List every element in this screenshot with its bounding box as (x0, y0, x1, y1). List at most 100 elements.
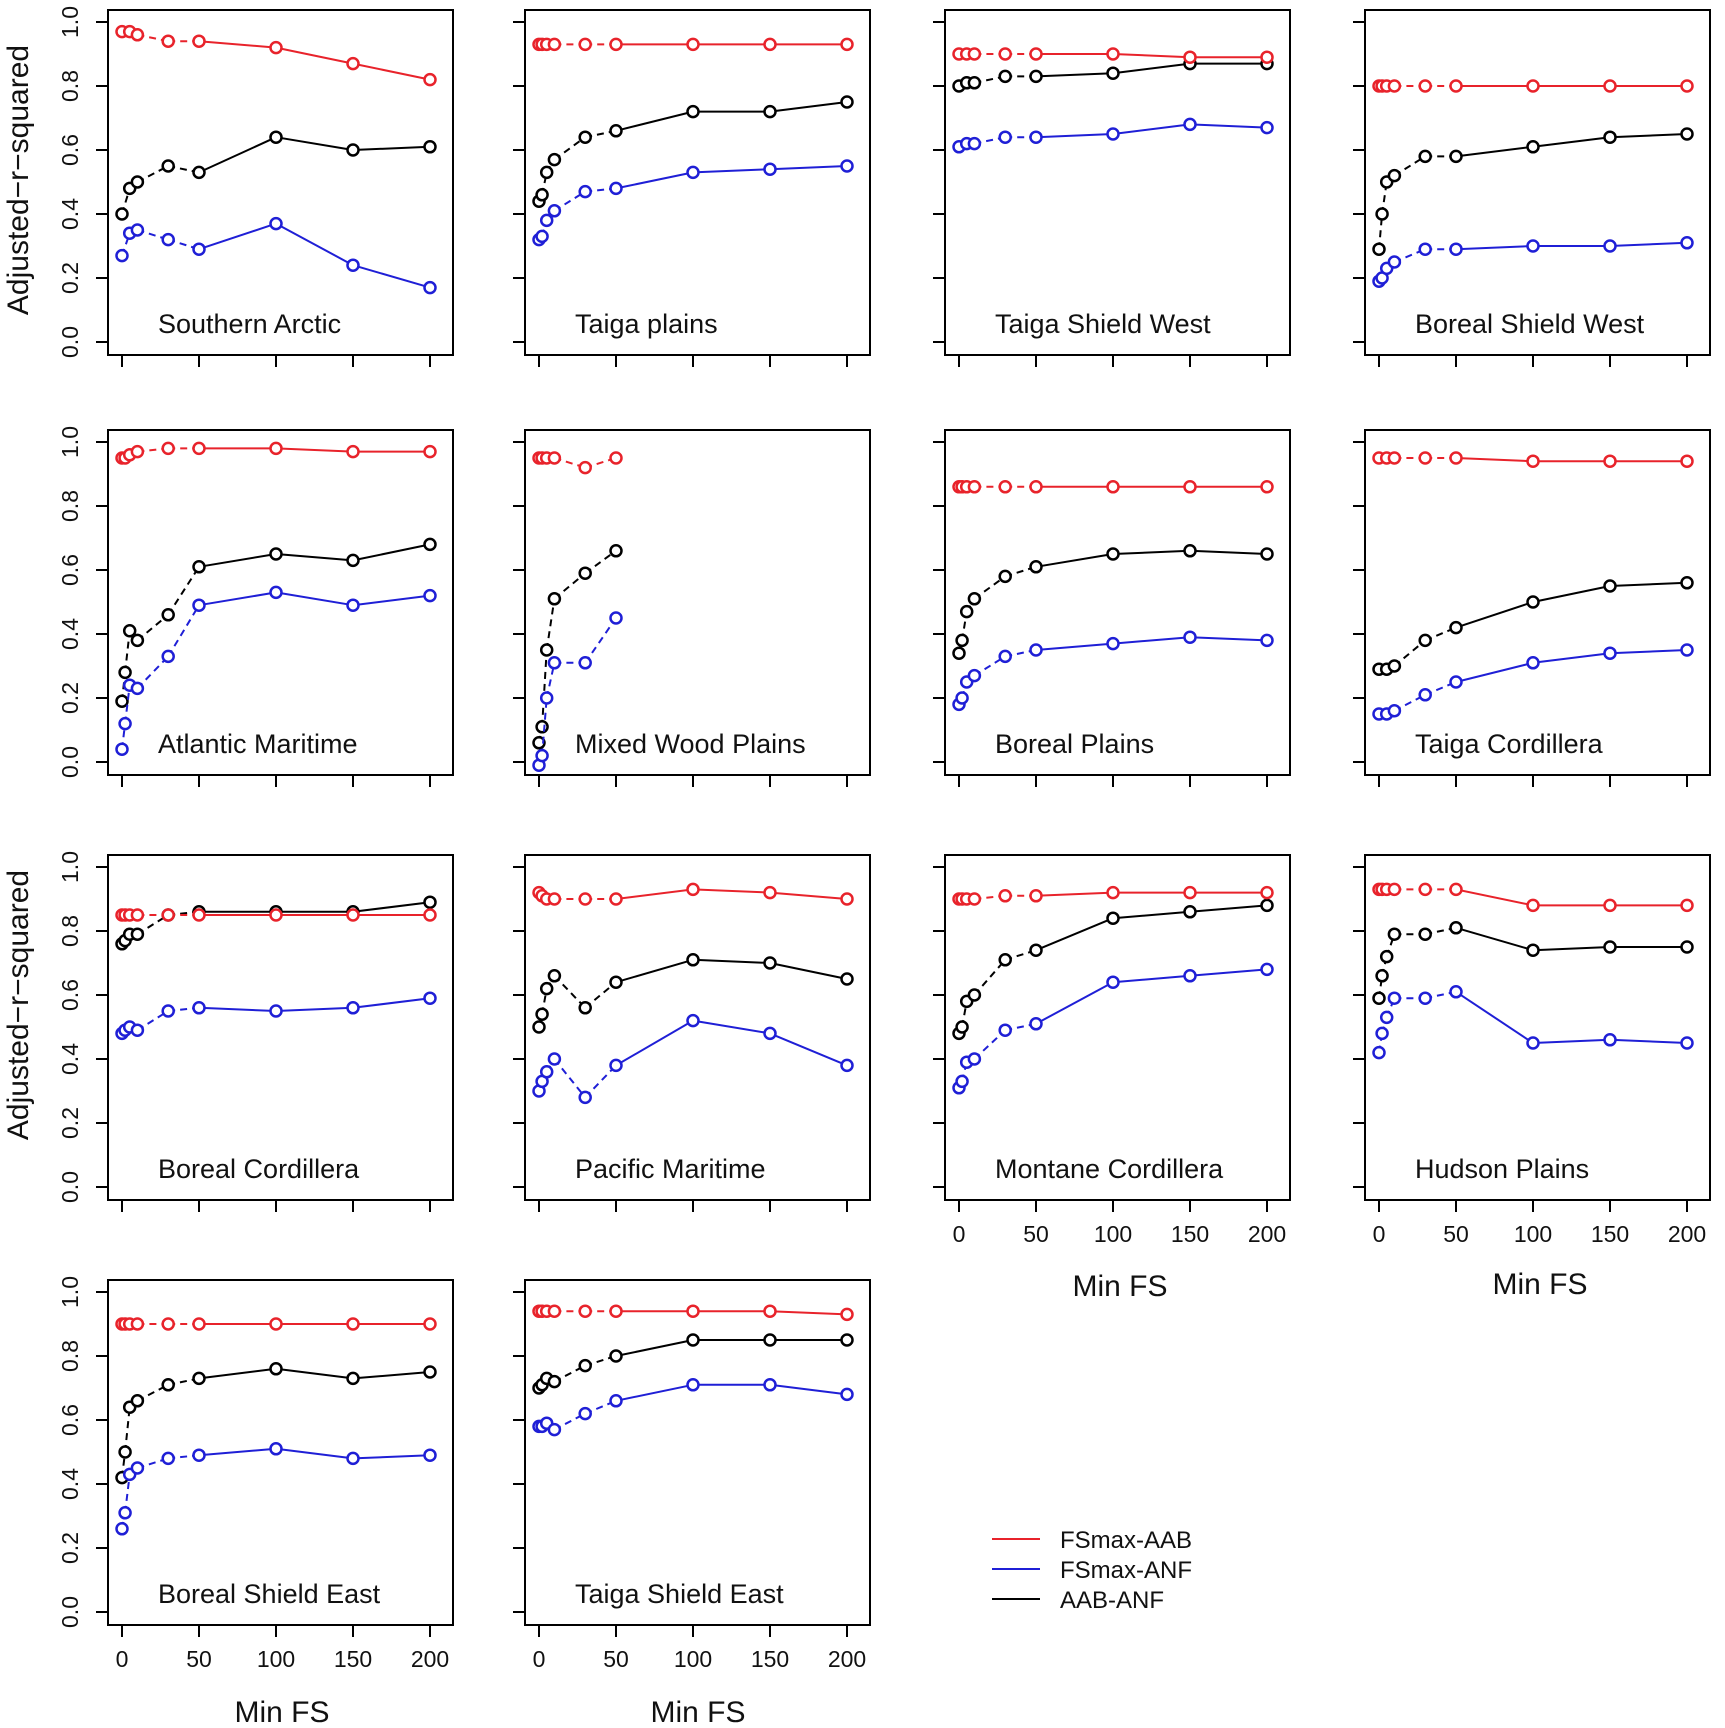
y-tick-label: 1.0 (57, 1276, 83, 1308)
x-tick-label: 0 (1373, 1221, 1386, 1247)
series-segment-fsmax-anf (198, 1447, 277, 1457)
point-fsmax-aab (423, 1317, 437, 1331)
panel-frame (1364, 854, 1711, 1201)
point-aab-anf (115, 207, 129, 221)
point-fsmax-aab (840, 37, 854, 52)
point-fsmax-aab (1183, 480, 1197, 494)
series-segment-aab-anf (1035, 553, 1114, 568)
point-fsmax-anf (763, 1026, 777, 1041)
point-aab-anf (130, 1394, 145, 1408)
point-aab-anf (840, 95, 854, 109)
point-fsmax-aab (161, 908, 175, 922)
point-fsmax-anf (609, 611, 623, 625)
point-fsmax-aab (1526, 79, 1540, 93)
point-aab-anf (1680, 940, 1694, 954)
point-fsmax-aab (269, 441, 283, 456)
point-fsmax-anf (1106, 636, 1120, 651)
point-fsmax-anf (192, 1448, 206, 1462)
series-segment-fsmax-anf (541, 697, 548, 756)
panel-grid: 0.0 0.2 0.4 0.6 0.8 1.0 Southern Arctic Taiga p… (57, 6, 1711, 1672)
region-label: Atlantic Maritime (158, 729, 358, 759)
series-segment-aab-anf (167, 566, 200, 616)
point-fsmax-anf (1449, 985, 1463, 999)
point-fsmax-anf (547, 204, 562, 218)
point-aab-anf (1418, 927, 1432, 941)
point-aab-anf (1260, 547, 1274, 561)
legend-label-fsmax-anf: FSmax-ANF (1060, 1557, 1192, 1584)
series-segment-fsmax-anf (1035, 133, 1114, 139)
panel-frame (107, 9, 454, 356)
series-segment-fsmax-anf (1189, 123, 1268, 129)
point-aab-anf (346, 553, 360, 568)
point-aab-anf (547, 969, 562, 983)
point-fsmax-anf (161, 649, 175, 664)
x-tick-label: 150 (1171, 1221, 1209, 1247)
point-fsmax-aab (1526, 454, 1540, 468)
y-tick-label: 0.6 (57, 979, 83, 1011)
point-aab-anf (1029, 943, 1043, 957)
point-aab-anf (1372, 242, 1386, 256)
point-aab-anf (998, 69, 1012, 84)
point-aab-anf (578, 566, 592, 580)
point-fsmax-aab (130, 1317, 145, 1331)
y-axis-title-row3: Adjusted−r−squared (2, 870, 35, 1140)
point-fsmax-anf (1183, 969, 1197, 983)
point-fsmax-anf (539, 1065, 554, 1079)
legend-label-aab-anf: AAB-ANF (1060, 1587, 1164, 1614)
point-aab-anf (1526, 140, 1540, 154)
series-segment-fsmax-anf (584, 1064, 617, 1099)
point-fsmax-anf (346, 598, 360, 612)
point-aab-anf (547, 152, 562, 167)
point-aab-anf (967, 592, 982, 606)
series-segment-fsmax-anf (769, 1383, 848, 1396)
x-tick-label: 100 (257, 1646, 295, 1672)
series-segment-fsmax-anf (1189, 968, 1268, 977)
point-fsmax-aab (967, 47, 982, 61)
point-aab-anf (1526, 943, 1540, 957)
point-fsmax-aab (161, 441, 175, 456)
point-fsmax-anf (192, 598, 206, 612)
point-fsmax-anf (423, 280, 437, 295)
point-aab-anf (952, 646, 966, 660)
region-label: Taiga Shield East (575, 1579, 784, 1609)
point-fsmax-anf (1260, 633, 1274, 648)
point-fsmax-anf (686, 1378, 700, 1392)
point-fsmax-anf (1526, 656, 1540, 670)
series-segment-fsmax-anf (167, 604, 200, 657)
point-fsmax-anf (967, 136, 982, 151)
series-segment-fsmax-anf (1532, 652, 1611, 664)
point-aab-anf (609, 1349, 623, 1363)
series-segment-fsmax-anf (136, 655, 169, 690)
point-aab-anf (1449, 921, 1463, 935)
point-fsmax-anf (1387, 704, 1402, 718)
region-label: Mixed Wood Plains (575, 729, 806, 759)
point-aab-anf (346, 1371, 360, 1386)
point-fsmax-aab (578, 892, 592, 906)
x-tick-label: 100 (1094, 1221, 1132, 1247)
point-fsmax-aab (998, 47, 1012, 61)
point-aab-anf (161, 1378, 175, 1392)
point-aab-anf (423, 537, 437, 552)
series-segment-fsmax-anf (1112, 974, 1191, 984)
series-segment-aab-anf (1609, 133, 1688, 139)
point-fsmax-aab (998, 889, 1012, 903)
series-segment-fsmax-aab (1455, 888, 1534, 907)
panel-pacific-maritime: Pacific Maritime (513, 854, 871, 1212)
point-fsmax-aab (763, 37, 777, 52)
y-tick-label: 0.4 (57, 1043, 83, 1075)
point-aab-anf (998, 953, 1012, 967)
y-tick-label: 0.8 (57, 915, 83, 947)
series-segment-fsmax-anf (352, 264, 431, 289)
series-segment-fsmax-anf (352, 997, 431, 1009)
point-fsmax-aab (423, 908, 437, 922)
point-fsmax-anf (1418, 242, 1432, 256)
point-fsmax-anf (578, 1090, 592, 1105)
point-fsmax-anf (1603, 646, 1617, 660)
point-aab-anf (115, 694, 129, 708)
series-segment-aab-anf (769, 962, 848, 980)
series-segment-fsmax-anf (198, 591, 277, 607)
series-segment-aab-anf (1112, 62, 1191, 75)
region-label: Montane Cordillera (995, 1154, 1224, 1184)
point-fsmax-anf (1106, 975, 1120, 989)
point-fsmax-anf (967, 1052, 982, 1066)
